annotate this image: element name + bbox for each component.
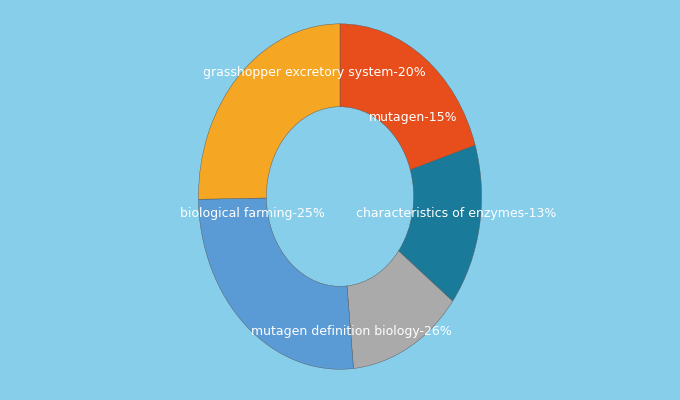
Wedge shape: [199, 24, 340, 199]
Wedge shape: [340, 24, 475, 170]
Wedge shape: [347, 251, 453, 368]
Text: mutagen definition biology-26%: mutagen definition biology-26%: [251, 325, 452, 338]
Text: biological farming-25%: biological farming-25%: [180, 207, 324, 220]
Text: mutagen-15%: mutagen-15%: [369, 111, 458, 124]
Wedge shape: [398, 145, 481, 301]
Wedge shape: [199, 198, 354, 369]
Text: grasshopper excretory system-20%: grasshopper excretory system-20%: [203, 66, 426, 79]
Text: characteristics of enzymes-13%: characteristics of enzymes-13%: [356, 207, 556, 220]
